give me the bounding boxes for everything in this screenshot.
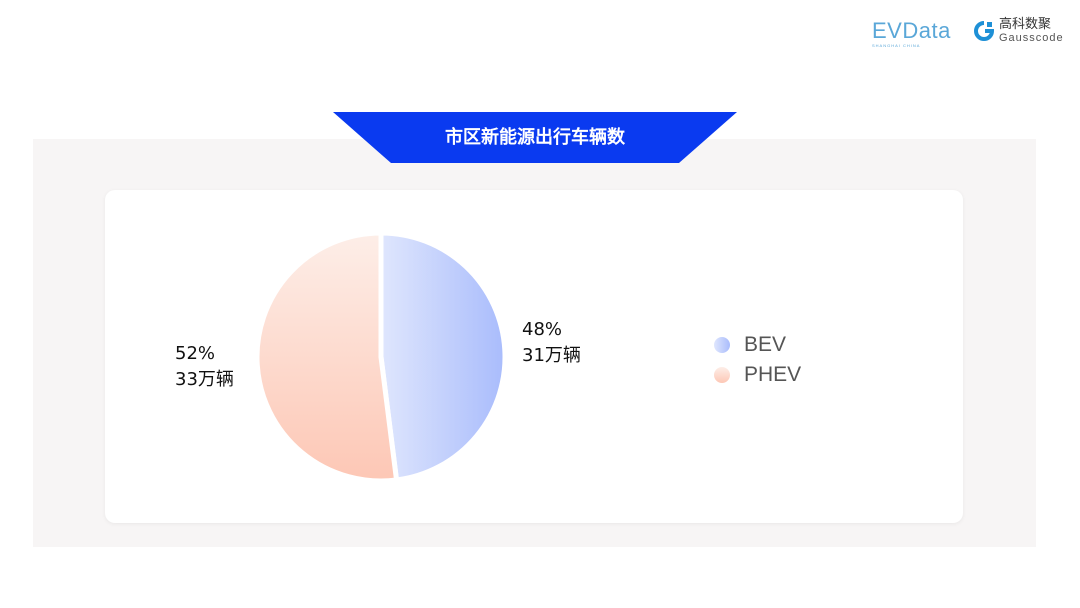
phev-swatch-icon [714, 367, 730, 383]
gausscode-logo: 高科数聚 Gausscode [973, 18, 1064, 44]
bev-swatch-icon [714, 337, 730, 353]
pie-slice-phev [254, 230, 400, 484]
evdata-logo: EVData SHANGHAI CHINA [872, 18, 951, 48]
pie-slice-bev [378, 230, 508, 483]
chart-title: 市区新能源出行车辆数 [445, 127, 625, 148]
gausscode-icon [974, 21, 995, 41]
title-banner [333, 112, 737, 163]
bev-data-label: 48% 31万辆 [522, 319, 581, 366]
chart-card [105, 190, 963, 523]
legend: BEV PHEV [714, 330, 801, 390]
legend-item-phev[interactable]: PHEV [714, 360, 801, 390]
phev-data-label: 52% 33万辆 [175, 343, 234, 390]
legend-item-bev[interactable]: BEV [714, 330, 801, 360]
